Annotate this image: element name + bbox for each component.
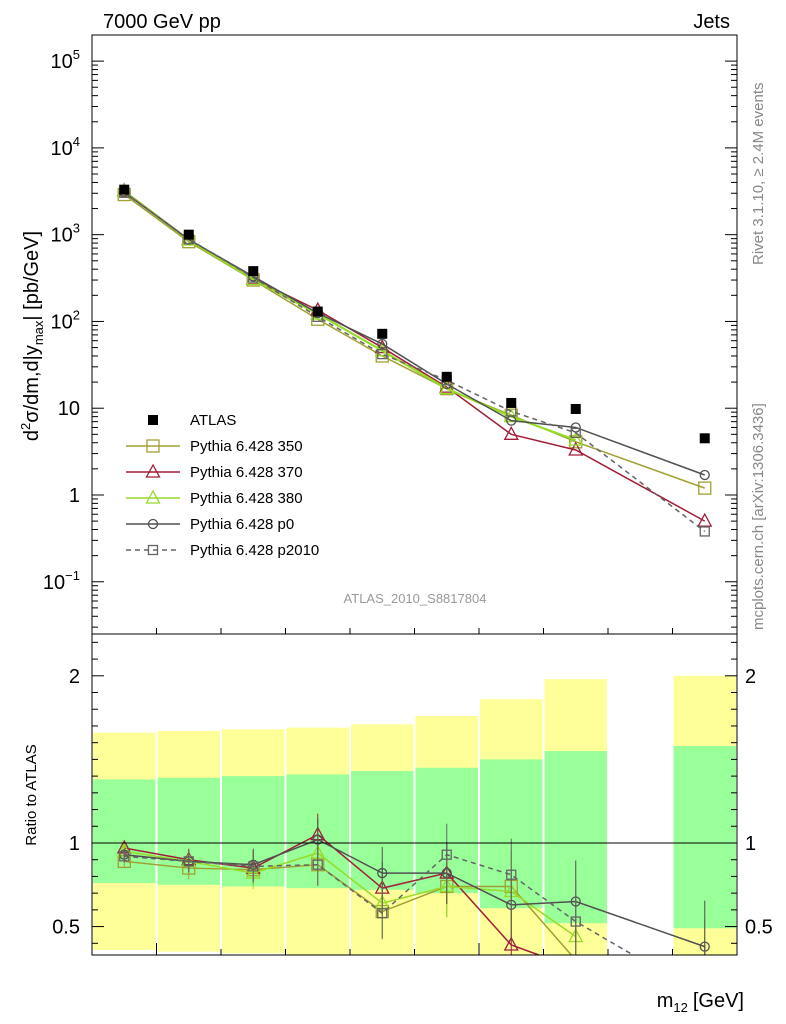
point-2-7: [568, 431, 584, 446]
y-label-end: | [pb/GeV]: [21, 231, 43, 321]
series-main-4: [119, 187, 710, 537]
legend-marker-data: [148, 415, 158, 425]
ratio-tick-label-right-1: 1: [745, 833, 756, 855]
ratio-point-3-4: [377, 867, 388, 879]
point-3-7: [570, 422, 581, 433]
y-tick-label-0: 105: [51, 47, 80, 73]
data-point-3: [312, 306, 323, 317]
y-tick-base: 1: [69, 485, 80, 507]
point-4-4: [377, 348, 388, 360]
legend-marker-3: [145, 489, 161, 504]
legend-label-3: Pythia 6.428 380: [190, 490, 303, 507]
ratio-point-1-6: [503, 936, 519, 951]
y-tick-label-6: 10−1: [43, 568, 80, 594]
series-main-3: [119, 187, 710, 481]
ratio-tick-label-left-2: 0.5: [52, 917, 80, 939]
header-left: 7000 GeV pp: [103, 11, 221, 33]
y-label-sup: 2: [18, 423, 33, 430]
y-tick-exp: −1: [65, 568, 80, 583]
data-point-7: [570, 403, 581, 414]
data-point-4: [377, 328, 388, 339]
point-1-7: [568, 441, 584, 456]
x-label-m: m: [657, 990, 674, 1012]
ratio-tick-label-right-0: 2: [745, 666, 756, 688]
y-tick-label-4: 10: [58, 398, 80, 420]
data-point-8: [699, 433, 710, 444]
analysis-label: ATLAS_2010_S8817804: [344, 591, 487, 606]
y-tick-exp: 5: [73, 47, 80, 62]
legend-label-0: ATLAS: [190, 412, 236, 429]
ratio-point-4-1: [183, 856, 194, 867]
y-tick-label-3: 102: [51, 307, 80, 333]
y-label-sub: max: [31, 320, 46, 345]
legend-label-1: Pythia 6.428 350: [190, 438, 303, 455]
ratio-bands: [93, 675, 736, 955]
band-inner-9: [673, 746, 736, 929]
x-label-sub: 12: [673, 1000, 687, 1015]
y-tick-exp: 3: [73, 221, 80, 236]
legend-label-5: Pythia 6.428 p2010: [190, 542, 319, 559]
y-tick-base: 10: [51, 311, 73, 333]
ratio-point-4-5: [441, 849, 452, 860]
point-4-8: [699, 526, 710, 537]
y-label-mid: σ/dm,d|y: [21, 345, 43, 423]
ratio-tick-label-left-0: 2: [69, 666, 80, 688]
y-tick-base: 10: [51, 51, 73, 73]
ratio-point-4-2: [248, 861, 259, 872]
y-tick-base: 10: [58, 398, 80, 420]
data-point-6: [506, 397, 517, 408]
series-layer: [116, 182, 713, 955]
point-4-7: [570, 427, 581, 439]
data-point-5: [441, 371, 452, 382]
point-3-4: [377, 338, 388, 350]
ratio-point-4-0: [119, 851, 130, 862]
data-point-2: [248, 266, 259, 277]
legend-label-4: Pythia 6.428 p0: [190, 516, 294, 533]
side-label-rivet: Rivet 3.1.10, ≥ 2.4M events: [750, 83, 767, 266]
ratio-point-4-7: [570, 916, 581, 927]
series-ratio-4: [119, 823, 706, 955]
legend-marker-4: [147, 518, 159, 530]
y-tick-base: 10: [51, 225, 73, 247]
main-frame: [91, 34, 738, 635]
point-1-8: [697, 512, 713, 527]
header-right: Jets: [693, 11, 730, 33]
x-axis-label: m12 [GeV]: [657, 990, 744, 1015]
series-data: [119, 184, 710, 444]
y-tick-label-5: 1: [69, 485, 80, 507]
point-0-7: [569, 435, 583, 449]
y-axis-label: d2σ/dm,d|ymax| [pb/GeV]: [18, 231, 46, 441]
y-tick-base: 10: [43, 572, 65, 594]
legend-label-2: Pythia 6.428 370: [190, 464, 303, 481]
ratio-point-4-6: [506, 869, 517, 880]
legend-marker-5: [147, 544, 159, 556]
y-tick-exp: 2: [73, 307, 80, 322]
legend-marker-2: [145, 463, 161, 478]
point-3-8: [699, 469, 710, 481]
ratio-tick-label-left-1: 1: [69, 833, 80, 855]
y-tick-base: 10: [51, 138, 73, 160]
ratio-point-4-3: [312, 859, 323, 870]
data-point-0: [119, 184, 130, 195]
ratio-y-axis-label: Ratio to ATLAS: [23, 744, 40, 845]
data-point-1: [183, 229, 194, 240]
y-tick-label-1: 104: [51, 134, 80, 160]
x-label-unit: [GeV]: [693, 990, 744, 1012]
point-1-6: [503, 425, 519, 440]
side-label-mcplots: mcplots.cern.ch [arXiv:1306.3436]: [750, 403, 767, 630]
series-line-3: [123, 191, 706, 476]
point-0-8: [698, 481, 712, 495]
y-tick-exp: 4: [73, 134, 80, 149]
ratio-tick-label-right-2: 0.5: [745, 917, 773, 939]
legend: ATLAS Pythia 6.428 350 Pythia 6.428 370 Pyt…: [126, 412, 319, 559]
ratio-line-2: [124, 850, 577, 938]
ratio-point-4-4: [377, 908, 388, 919]
y-tick-label-2: 103: [51, 221, 80, 247]
legend-marker-1: [146, 439, 160, 453]
y-label-d: d: [21, 430, 43, 441]
